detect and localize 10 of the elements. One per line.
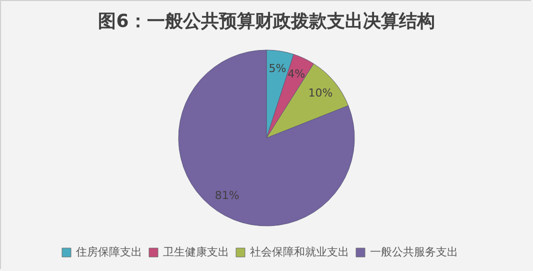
- legend-label: 卫生健康支出: [163, 246, 229, 259]
- pie-slice: [178, 50, 355, 226]
- legend-label: 住房保障支出: [76, 246, 142, 259]
- data-label: 81%: [214, 188, 240, 202]
- data-label: 4%: [288, 68, 306, 81]
- data-label: 10%: [308, 86, 333, 100]
- legend-label: 社会保障和就业支出: [250, 246, 349, 259]
- data-label: 5%: [268, 62, 286, 75]
- chart-title: 图6：一般公共预算财政拨款支出决算结构: [98, 11, 435, 32]
- legend-label: 一般公共服务支出: [370, 246, 458, 259]
